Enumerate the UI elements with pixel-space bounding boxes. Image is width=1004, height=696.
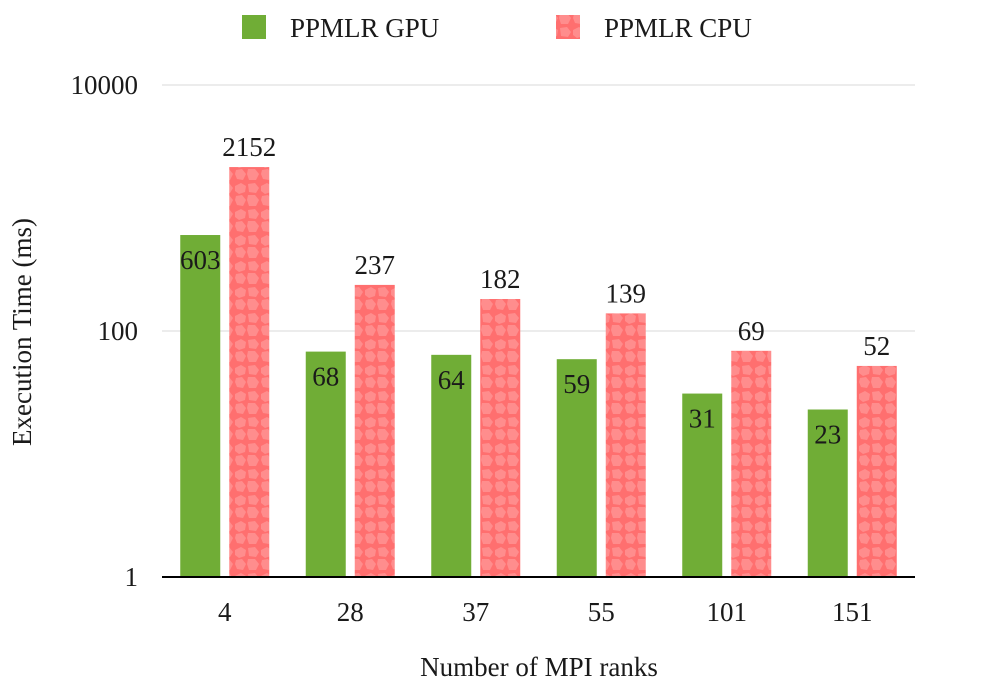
data-label-gpu-55: 59 xyxy=(563,369,590,399)
bar-cpu-101 xyxy=(731,350,772,577)
data-label-gpu-101: 31 xyxy=(689,404,716,434)
data-label-cpu-101: 69 xyxy=(738,316,765,346)
bar-gpu-4 xyxy=(180,235,221,577)
data-label-cpu-151: 52 xyxy=(863,331,890,361)
data-label-gpu-4: 603 xyxy=(180,245,221,275)
bar-cpu-4 xyxy=(229,167,270,577)
legend-swatch-gpu xyxy=(242,15,266,39)
data-label-cpu-4: 2152 xyxy=(222,132,276,162)
legend-swatch-cpu xyxy=(556,15,580,39)
bars: 603 2152 68 237 64 182 59 139 31 69 23 52 xyxy=(180,132,897,577)
data-label-gpu-28: 68 xyxy=(312,362,339,392)
data-label-cpu-37: 182 xyxy=(480,264,521,294)
y-tick-label-100: 100 xyxy=(98,316,139,346)
x-axis: 4 28 37 55 101 151 xyxy=(218,597,873,627)
x-tick-label-28: 28 xyxy=(337,597,364,627)
bar-gpu-151 xyxy=(807,409,848,577)
y-tick-label-10000: 10000 xyxy=(71,70,139,100)
y-axis-title: Execution Time (ms) xyxy=(7,218,37,446)
data-label-cpu-55: 139 xyxy=(606,278,647,308)
x-axis-title: Number of MPI ranks xyxy=(420,652,658,682)
bar-gpu-55 xyxy=(556,359,597,577)
legend-label-cpu: PPMLR CPU xyxy=(604,13,752,43)
x-tick-label-151: 151 xyxy=(832,597,873,627)
y-tick-label-1: 1 xyxy=(125,562,139,592)
bar-gpu-37 xyxy=(431,354,472,577)
data-label-gpu-37: 64 xyxy=(438,365,466,395)
bar-cpu-151 xyxy=(856,365,897,577)
bar-gpu-101 xyxy=(682,393,723,577)
bar-cpu-28 xyxy=(354,284,395,577)
legend: PPMLR GPU PPMLR CPU xyxy=(242,13,752,43)
x-tick-label-55: 55 xyxy=(588,597,615,627)
legend-label-gpu: PPMLR GPU xyxy=(290,13,439,43)
x-tick-label-37: 37 xyxy=(462,597,489,627)
bar-cpu-55 xyxy=(605,313,646,577)
bar-cpu-37 xyxy=(480,299,521,577)
x-tick-label-101: 101 xyxy=(707,597,748,627)
x-tick-label-4: 4 xyxy=(218,597,232,627)
data-label-cpu-28: 237 xyxy=(355,250,396,280)
y-axis: 10000 100 1 Execution Time (ms) xyxy=(7,70,915,592)
data-label-gpu-151: 23 xyxy=(814,420,841,450)
bar-gpu-28 xyxy=(305,351,346,577)
